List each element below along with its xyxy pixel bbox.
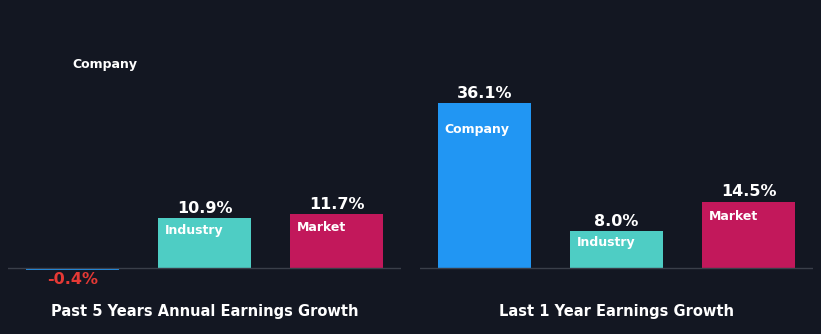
Text: Industry: Industry: [577, 235, 635, 248]
Text: Company: Company: [72, 58, 137, 71]
Text: 36.1%: 36.1%: [456, 86, 512, 101]
Text: Market: Market: [709, 209, 759, 222]
Text: Company: Company: [445, 123, 510, 136]
Text: Market: Market: [297, 221, 346, 234]
Text: 11.7%: 11.7%: [309, 197, 365, 212]
X-axis label: Last 1 Year Earnings Growth: Last 1 Year Earnings Growth: [499, 305, 734, 319]
Text: 10.9%: 10.9%: [177, 201, 232, 216]
Bar: [703, 201, 795, 268]
Bar: [438, 103, 530, 268]
Text: -0.4%: -0.4%: [47, 272, 98, 287]
Text: Industry: Industry: [165, 224, 223, 237]
Bar: [571, 231, 663, 268]
Text: 14.5%: 14.5%: [721, 184, 777, 199]
Bar: [26, 268, 118, 270]
Bar: [158, 218, 250, 268]
Bar: [291, 214, 383, 268]
Text: 8.0%: 8.0%: [594, 214, 639, 229]
X-axis label: Past 5 Years Annual Earnings Growth: Past 5 Years Annual Earnings Growth: [51, 305, 358, 319]
